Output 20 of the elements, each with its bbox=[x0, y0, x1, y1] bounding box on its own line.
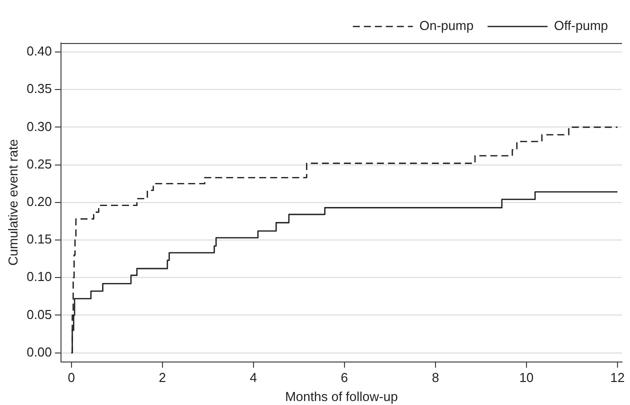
x-tick-label: 0 bbox=[68, 370, 75, 386]
y-tick-label: 0.00 bbox=[26, 344, 52, 360]
x-tick-label: 2 bbox=[158, 370, 166, 386]
x-axis-title: Months of follow-up bbox=[285, 388, 398, 404]
x-tick-label: 10 bbox=[519, 370, 534, 386]
x-tick-label: 12 bbox=[610, 370, 625, 386]
legend-label: On-pump bbox=[419, 18, 474, 34]
x-tick-label: 6 bbox=[340, 370, 348, 386]
y-tick-label: 0.35 bbox=[26, 81, 52, 96]
y-tick-label: 0.15 bbox=[26, 232, 52, 247]
y-tick-label: 0.40 bbox=[26, 44, 52, 59]
y-tick-label: 0.25 bbox=[26, 156, 52, 172]
y-tick-label: 0.30 bbox=[26, 118, 52, 134]
y-axis-title: Cumulative event rate bbox=[5, 139, 20, 266]
x-tick-label: 8 bbox=[432, 370, 440, 386]
x-tick-label: 4 bbox=[250, 370, 258, 386]
y-tick-label: 0.10 bbox=[26, 269, 52, 284]
y-tick-label: 0.20 bbox=[26, 194, 52, 209]
legend-label: Off-pump bbox=[554, 18, 608, 34]
y-tick-label: 0.05 bbox=[26, 306, 52, 322]
